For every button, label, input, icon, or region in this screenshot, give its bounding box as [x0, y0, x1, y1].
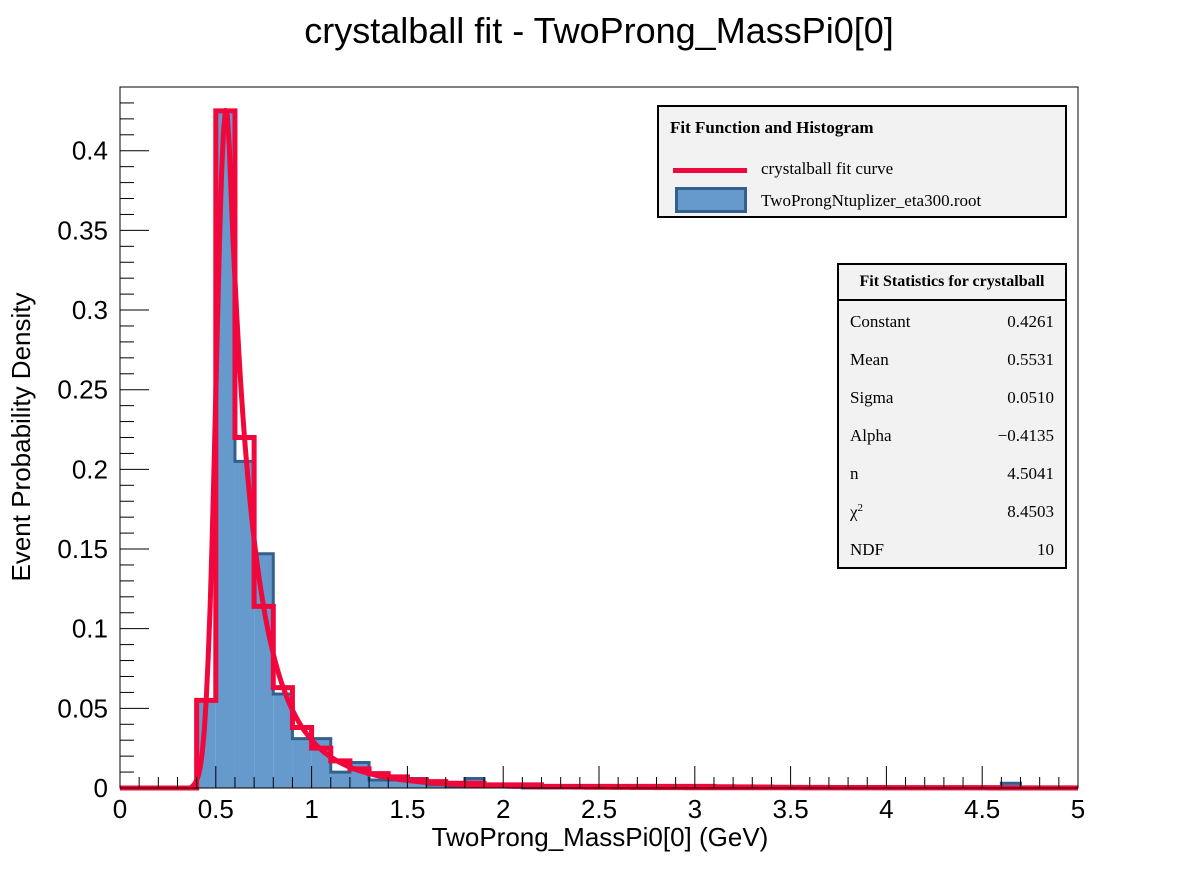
stats-key: Alpha — [850, 426, 892, 445]
stats-row: χ2 8.4503 — [839, 498, 1065, 526]
x-tick-label: 5 — [1071, 794, 1085, 824]
histogram-bar — [273, 694, 293, 788]
axes-layer — [119, 86, 1079, 789]
legend-entry-fit: crystalball fit curve — [659, 155, 1065, 185]
stats-key-superscript: 2 — [857, 502, 864, 514]
x-tick-label: 0.5 — [198, 794, 234, 824]
x-tick-label: 2 — [496, 794, 510, 824]
stats-key: Constant — [850, 312, 911, 331]
y-tick-label: 0.3 — [72, 295, 108, 325]
legend-histogram-swatch — [675, 187, 747, 213]
stats-key: NDF — [850, 540, 885, 559]
stats-row: Sigma 0.0510 — [839, 384, 1065, 412]
x-tick-label: 3.5 — [773, 794, 809, 824]
legend-histogram-label: TwoProngNtuplizer_eta300.root — [761, 191, 982, 210]
y-tick-label: 0.4 — [72, 136, 108, 166]
fit-statistics-box: Fit Statistics for crystalball Constant 0… — [837, 263, 1067, 569]
legend-entry-histogram: TwoProngNtuplizer_eta300.root — [659, 187, 1065, 217]
legend-fit-swatch — [673, 168, 747, 173]
legend-fit-label: crystalball fit curve — [761, 159, 894, 178]
stats-value: 8.4503 — [1007, 502, 1054, 521]
x-tick-label: 0 — [113, 794, 127, 824]
stats-value: 10 — [1037, 540, 1054, 559]
stats-row: n 4.5041 — [839, 460, 1065, 488]
y-tick-label: 0 — [94, 773, 108, 803]
x-tick-label: 4 — [879, 794, 893, 824]
histogram-bar — [292, 738, 312, 788]
stats-key: Mean — [850, 350, 889, 369]
histogram-bar — [426, 784, 446, 788]
stats-value: 4.5041 — [1007, 464, 1054, 483]
stats-header: Fit Statistics for crystalball — [839, 265, 1065, 301]
stats-value: −0.4135 — [997, 426, 1054, 445]
stats-value: 0.5531 — [1007, 350, 1054, 369]
histogram-bar — [369, 780, 389, 788]
histogram-bar — [254, 553, 274, 788]
y-tick-label: 0.15 — [57, 534, 108, 564]
x-tick-label: 4.5 — [964, 794, 1000, 824]
stats-key: Sigma — [850, 388, 894, 407]
chart-title: crystalball fit - TwoProng_MassPi0[0] — [304, 10, 894, 51]
y-tick-label: 0.05 — [57, 693, 108, 723]
x-tick-label: 1 — [304, 794, 318, 824]
y-tick-label: 0.25 — [57, 375, 108, 405]
x-tick-label: 3 — [688, 794, 702, 824]
x-axis-label: TwoProng_MassPi0[0] (GeV) — [432, 822, 769, 852]
histogram-bar — [330, 772, 350, 788]
axis-labels-layer: 0 0.5 1 1.5 2 2.5 3 3.5 4 4.5 5 0 0.05 0.1 0.15 0.2 0.25… — [6, 136, 1085, 852]
y-tick-label: 0.35 — [57, 215, 108, 245]
legend-header: Fit Function and Histogram — [670, 118, 874, 137]
stats-key: n — [850, 464, 859, 483]
x-tick-label: 1.5 — [389, 794, 425, 824]
stats-row: Mean 0.5531 — [839, 346, 1065, 374]
stats-value: 0.0510 — [1007, 388, 1054, 407]
legend: Fit Function and Histogram crystalball f… — [657, 105, 1067, 218]
stats-value: 0.4261 — [1007, 312, 1054, 331]
y-tick-label: 0.1 — [72, 614, 108, 644]
histogram-bar — [388, 780, 408, 788]
stats-row: Alpha −0.4135 — [839, 422, 1065, 450]
stats-row: NDF 10 — [839, 536, 1065, 564]
stats-key: χ2 — [850, 502, 864, 522]
y-axis-label: Event Probability Density — [6, 292, 36, 581]
x-tick-label: 2.5 — [581, 794, 617, 824]
histogram-bar — [234, 461, 255, 788]
y-tick-label: 0.2 — [72, 454, 108, 484]
stats-row: Constant 0.4261 — [839, 308, 1065, 336]
